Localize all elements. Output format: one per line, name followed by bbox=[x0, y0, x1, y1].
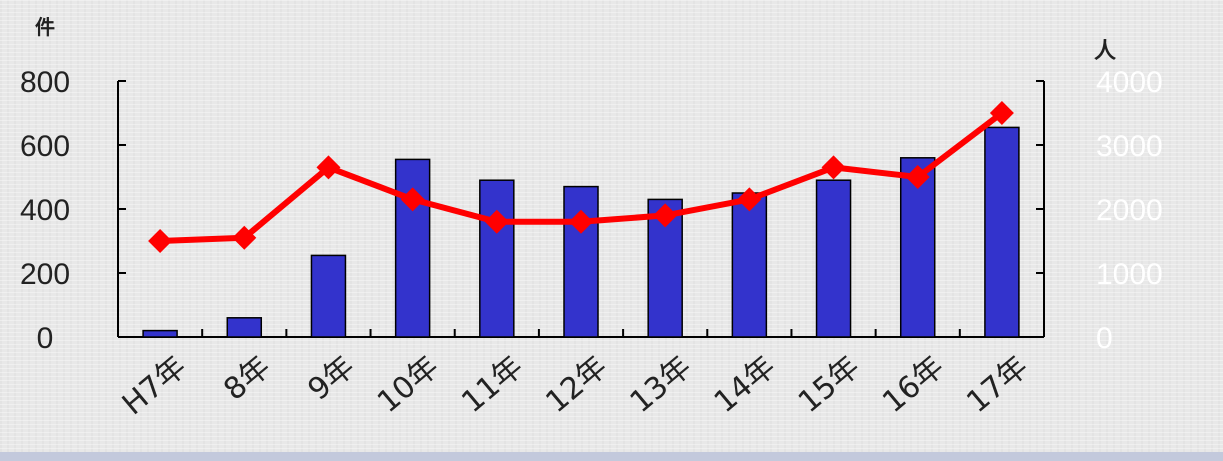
line-point bbox=[400, 187, 425, 212]
bar bbox=[899, 157, 936, 338]
right-axis-unit: 人 bbox=[1094, 39, 1116, 64]
bar bbox=[563, 185, 599, 338]
bottom-band bbox=[0, 452, 1223, 461]
left-axis-tick-label: 400 bbox=[20, 194, 70, 227]
left-axis-tick-label: 800 bbox=[20, 66, 70, 99]
line-point bbox=[821, 155, 846, 180]
bar bbox=[731, 192, 768, 338]
bar bbox=[984, 126, 1020, 338]
left-axis-unit: 件 bbox=[35, 15, 55, 39]
x-axis-category-label: 11年 bbox=[455, 349, 530, 420]
bar bbox=[226, 317, 263, 338]
right-axis-tick-label: 1000 bbox=[1096, 258, 1163, 291]
line-point bbox=[232, 225, 257, 250]
line-point bbox=[653, 203, 678, 228]
x-axis-category-label: 9年 bbox=[301, 349, 361, 407]
right-axis-tick-label: 0 bbox=[1096, 322, 1113, 355]
right-axis-tick-label: 4000 bbox=[1096, 66, 1163, 99]
x-axis-category-label: 14年 bbox=[708, 349, 783, 420]
x-axis-category-label: 13年 bbox=[624, 349, 699, 420]
bar bbox=[815, 179, 852, 338]
bar bbox=[310, 254, 347, 338]
bar bbox=[142, 329, 178, 338]
x-axis-category-label: H7年 bbox=[116, 349, 193, 422]
x-axis-category-label: 8年 bbox=[217, 349, 277, 407]
bar bbox=[394, 158, 431, 338]
x-axis-category-label: 17年 bbox=[960, 349, 1035, 420]
line-series bbox=[148, 101, 1014, 253]
line-point bbox=[148, 229, 173, 253]
bar bbox=[479, 179, 515, 338]
left-axis-tick-label: 600 bbox=[20, 130, 70, 163]
left-axis-tick-label: 200 bbox=[20, 258, 70, 291]
right-axis-tick-label: 2000 bbox=[1096, 194, 1163, 227]
x-axis-category-label: 15年 bbox=[792, 349, 867, 420]
line-point bbox=[989, 101, 1014, 125]
x-axis-category-label: 16年 bbox=[876, 349, 951, 420]
bar-series bbox=[142, 126, 1020, 338]
right-axis-tick-label: 3000 bbox=[1096, 130, 1163, 163]
line-point bbox=[905, 165, 930, 189]
line-point bbox=[569, 209, 593, 234]
left-axis-tick-label: 0 bbox=[37, 322, 54, 355]
line-point bbox=[737, 187, 762, 212]
line-point bbox=[316, 155, 341, 180]
x-axis-category-label: 10年 bbox=[371, 349, 446, 420]
x-axis-category-label: 12年 bbox=[539, 349, 614, 420]
line-point bbox=[484, 209, 509, 234]
